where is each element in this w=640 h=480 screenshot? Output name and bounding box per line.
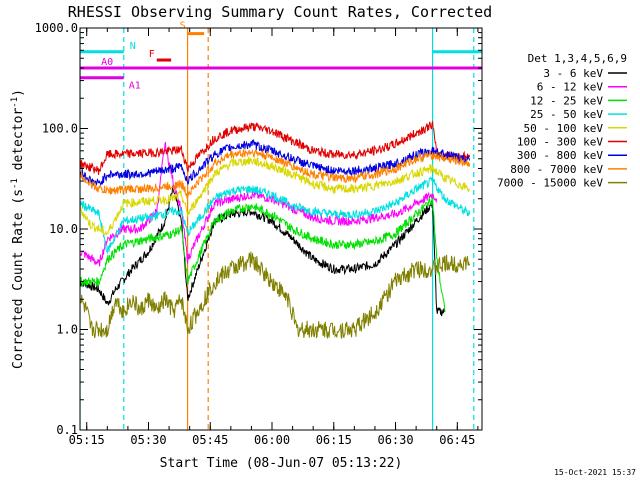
legend-entry-label: 7000 - 15000 keV [497, 177, 603, 190]
flag-label-a0: A0 [101, 57, 113, 68]
x-tick-label: 05:30 [130, 433, 166, 447]
flag-label-a1: A1 [129, 81, 141, 92]
series-line-2 [80, 141, 438, 267]
legend-entry-label: 25 - 50 keV [530, 108, 603, 121]
legend-entry-label: 100 - 300 keV [517, 136, 603, 149]
chart-title: RHESSI Observing Summary Count Rates, Co… [68, 3, 492, 21]
series-line-6 [80, 120, 471, 175]
series-line-8 [80, 148, 471, 199]
y-axis-label: Corrected Count Rate (s-1 detector-1) [10, 89, 26, 369]
series-line-3 [80, 196, 446, 312]
flag-label-s: S [180, 21, 186, 32]
y-tick-label: 0.1 [56, 423, 78, 437]
series-line-4 [80, 175, 471, 255]
flag-label-n: N [130, 41, 136, 52]
x-tick-label: 05:45 [192, 433, 228, 447]
y-axis-label-main: Corrected Count Rate (s [11, 189, 26, 369]
x-axis-label: Start Time (08-Jun-07 05:13:22) [160, 456, 403, 471]
legend-entry-label: 12 - 25 keV [530, 94, 603, 107]
series-line-9 [80, 251, 471, 340]
x-tick-label: 05:15 [69, 433, 105, 447]
y-axis-label-mid: detector [11, 108, 26, 179]
series-line-7 [80, 138, 471, 187]
y-tick-label: 1.0 [56, 323, 78, 337]
footer-date: 15-Oct-2021 15:37 [554, 468, 636, 477]
legend-entry-label: 3 - 6 keV [543, 67, 603, 80]
legend-entry-label: 50 - 100 keV [524, 122, 604, 135]
y-tick-label: 100.0 [42, 122, 78, 136]
legend-header: Det 1,3,4,5,6,9 [528, 52, 627, 65]
y-axis-label-sup1: -1 [10, 178, 20, 189]
x-tick-label: 06:15 [316, 433, 352, 447]
x-tick-label: 06:00 [254, 433, 290, 447]
legend-entry-label: 800 - 7000 keV [510, 163, 603, 176]
x-tick-label: 06:30 [377, 433, 413, 447]
y-tick-label: 10.0 [49, 222, 78, 236]
flag-label-f: F [149, 49, 155, 60]
y-axis-label-end: ) [11, 89, 26, 97]
x-tick-label: 06:45 [439, 433, 475, 447]
y-axis-label-sup2: -1 [10, 97, 20, 108]
series-line-5 [80, 156, 470, 236]
y-tick-label: 1000.0 [35, 21, 78, 35]
legend-entry-label: 6 - 12 keV [537, 81, 604, 94]
legend-entry-label: 300 - 800 keV [517, 149, 603, 162]
